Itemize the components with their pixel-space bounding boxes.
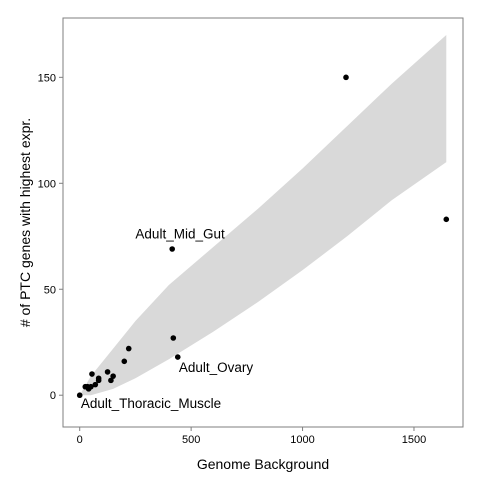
data-point xyxy=(88,383,94,390)
confidence-band xyxy=(79,34,447,396)
data-point xyxy=(174,354,181,360)
data-points xyxy=(76,74,450,399)
data-point xyxy=(108,377,114,384)
y-tick-label: 150 xyxy=(38,72,56,84)
y-tick-label: 0 xyxy=(50,390,56,402)
x-tick-label: 0 xyxy=(77,434,83,446)
data-point xyxy=(104,369,111,375)
x-axis-title: Genome Background xyxy=(197,456,329,472)
point-annotations: Adult_Mid_Gut Adult_Ovary Adult_Thoracic_M… xyxy=(81,226,254,411)
x-axis-ticks: 0 500 1000 1500 xyxy=(77,427,426,446)
data-point xyxy=(169,246,175,252)
data-point xyxy=(76,392,83,399)
y-tick-label: 50 xyxy=(44,284,56,296)
x-tick-label: 1000 xyxy=(290,434,314,446)
data-point xyxy=(443,216,450,223)
point-annotation: Adult_Thoracic_Muscle xyxy=(81,396,221,411)
data-point xyxy=(121,358,128,365)
x-tick-label: 500 xyxy=(182,434,200,446)
confidence-band-layer xyxy=(79,34,447,396)
y-axis-ticks: 0 50 100 150 xyxy=(38,72,63,402)
data-point xyxy=(92,381,99,388)
data-point xyxy=(110,373,116,379)
data-point xyxy=(95,377,102,384)
y-axis-title: # of PTC genes with highest expr. xyxy=(17,118,33,327)
x-tick-label: 1500 xyxy=(402,434,426,446)
y-tick-label: 100 xyxy=(38,178,56,190)
data-point xyxy=(170,335,177,341)
data-point xyxy=(125,345,132,352)
data-point xyxy=(343,74,349,81)
plot-panel-border xyxy=(62,17,464,428)
point-annotation: Adult_Mid_Gut xyxy=(135,226,225,241)
data-point xyxy=(89,371,95,377)
point-annotation: Adult_Ovary xyxy=(179,360,254,375)
